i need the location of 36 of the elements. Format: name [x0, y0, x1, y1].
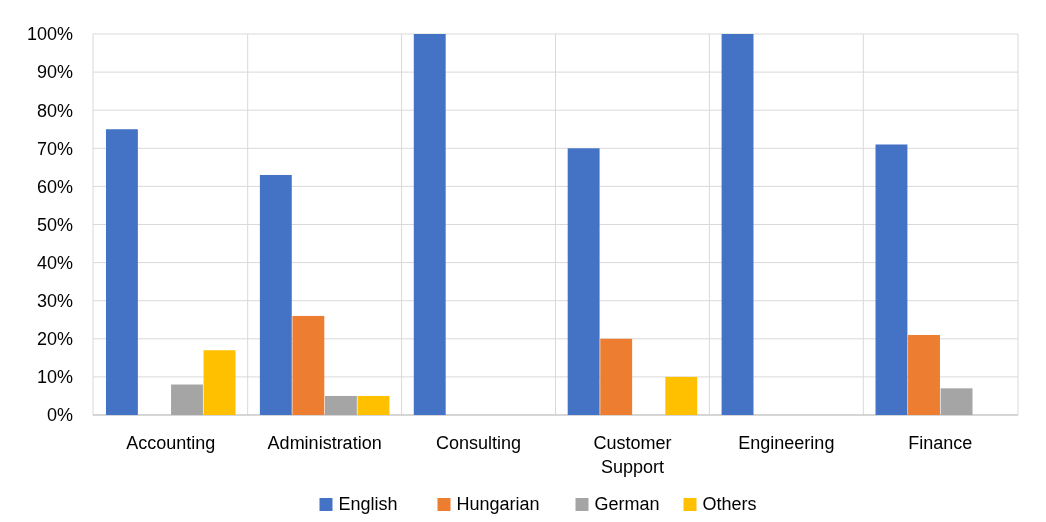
x-tick-label: Accounting [126, 433, 216, 453]
bar [600, 338, 633, 415]
y-tick-label: 60% [36, 176, 73, 197]
y-tick-label: 40% [36, 252, 73, 273]
y-tick-label: 20% [36, 329, 73, 350]
bar [908, 334, 940, 415]
bar [324, 395, 357, 415]
y-tick-label: 100% [26, 24, 73, 45]
legend-label: Others [702, 494, 757, 514]
bar [259, 174, 292, 415]
bar [171, 384, 203, 415]
x-tick-label: Finance [908, 433, 973, 453]
bar [105, 129, 138, 415]
bar [567, 148, 600, 415]
bar [203, 350, 236, 415]
y-tick-label: 30% [36, 291, 73, 311]
x-tick-label: Consulting [436, 433, 522, 453]
y-tick-label: 50% [36, 214, 73, 235]
bar [940, 388, 973, 415]
legend-label: Hungarian [456, 494, 540, 514]
legend-label: English [338, 494, 398, 514]
bar [292, 315, 325, 415]
bar [875, 144, 908, 415]
bar [721, 34, 754, 415]
y-tick-label: 70% [36, 138, 73, 159]
x-tick-label: Customer Support [593, 433, 672, 477]
legend-label: German [594, 494, 660, 514]
y-tick-label: 80% [36, 100, 73, 121]
x-tick-label: Administration [267, 433, 382, 453]
bar [413, 34, 446, 415]
y-tick-label: 10% [36, 367, 73, 388]
y-tick-label: 90% [36, 62, 73, 83]
bar [357, 395, 390, 415]
x-tick-label: Engineering [738, 433, 835, 453]
y-tick-label: 0% [46, 405, 73, 426]
bar [665, 376, 698, 415]
